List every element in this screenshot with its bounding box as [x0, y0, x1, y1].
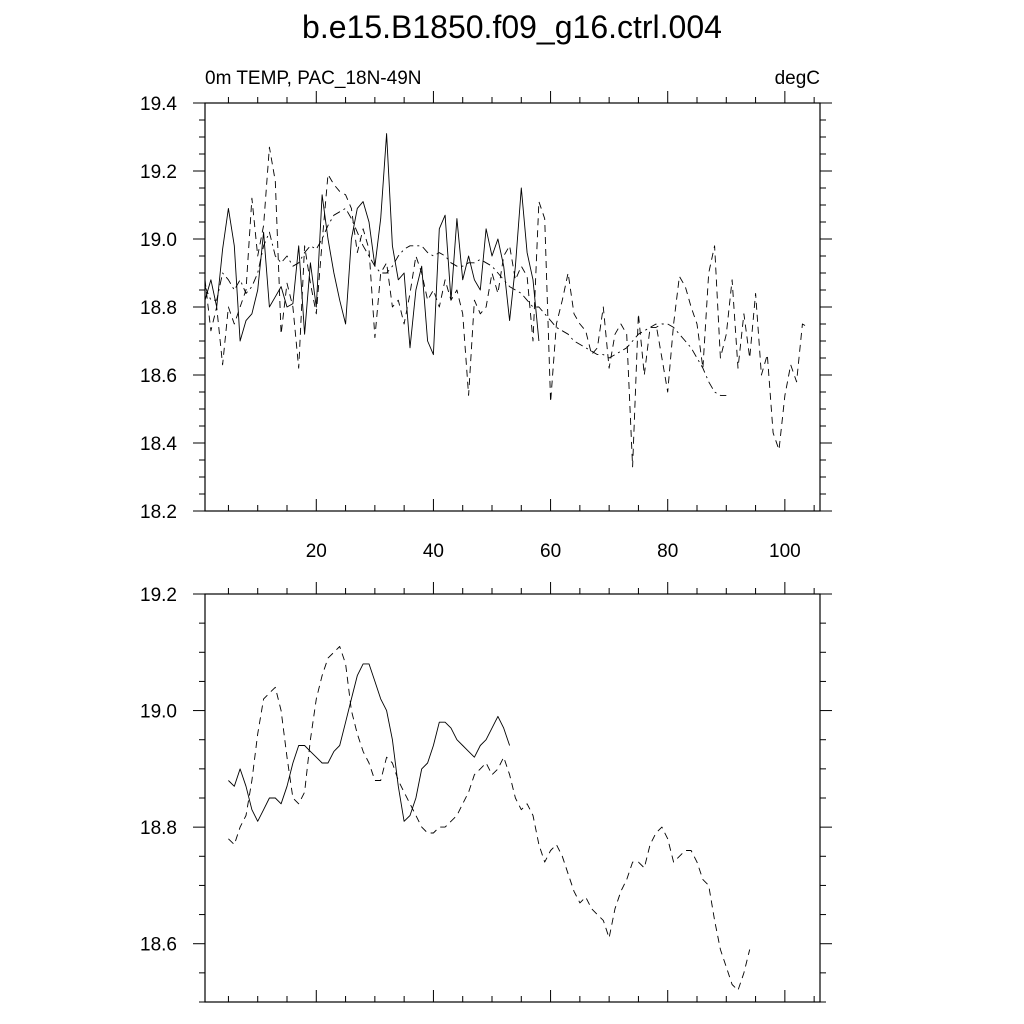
bottom-panel: 18.6 18.8 19.0 19.2: [140, 582, 832, 1003]
plot-frame: [204, 593, 821, 1003]
panel-title-right: degC: [775, 68, 820, 89]
y-tick-label: 18.2: [140, 502, 177, 523]
series-line-solid-0: [228, 663, 511, 822]
x-tick-label: 60: [540, 541, 561, 562]
y-tick-label: 19.4: [140, 94, 177, 115]
x-tick-label: 80: [657, 541, 678, 562]
y-tick-label: 18.6: [140, 935, 177, 956]
series-line-dash-dot-2: [204, 207, 727, 396]
y-tick-label: 18.6: [140, 366, 177, 387]
y-tick-label: 19.0: [140, 702, 177, 723]
top-panel: 20 40 60 80 100 18.2 18.4 18.6 18.8 19.0 19.2 19.4 0…: [140, 68, 832, 562]
y-tick-label: 19.2: [140, 585, 177, 606]
figure-title: b.e15.B1850.f09_g16.ctrl.004: [302, 9, 722, 45]
y-tick-label: 18.8: [140, 818, 177, 839]
y-tick-label: 18.4: [140, 434, 177, 455]
y-tick-label: 19.2: [140, 162, 177, 183]
x-tick-label: 20: [306, 541, 327, 562]
x-tick-label: 100: [769, 541, 801, 562]
plot-frame: [204, 102, 821, 512]
series-line-solid-0: [204, 133, 540, 356]
y-tick-label: 18.8: [140, 298, 177, 319]
series-line-dashed-1: [204, 146, 809, 468]
panel-title-left: 0m TEMP, PAC_18N-49N: [205, 68, 421, 89]
series-line-dashed-1: [228, 646, 751, 991]
x-tick-label: 40: [423, 541, 444, 562]
y-tick-label: 19.0: [140, 230, 177, 251]
